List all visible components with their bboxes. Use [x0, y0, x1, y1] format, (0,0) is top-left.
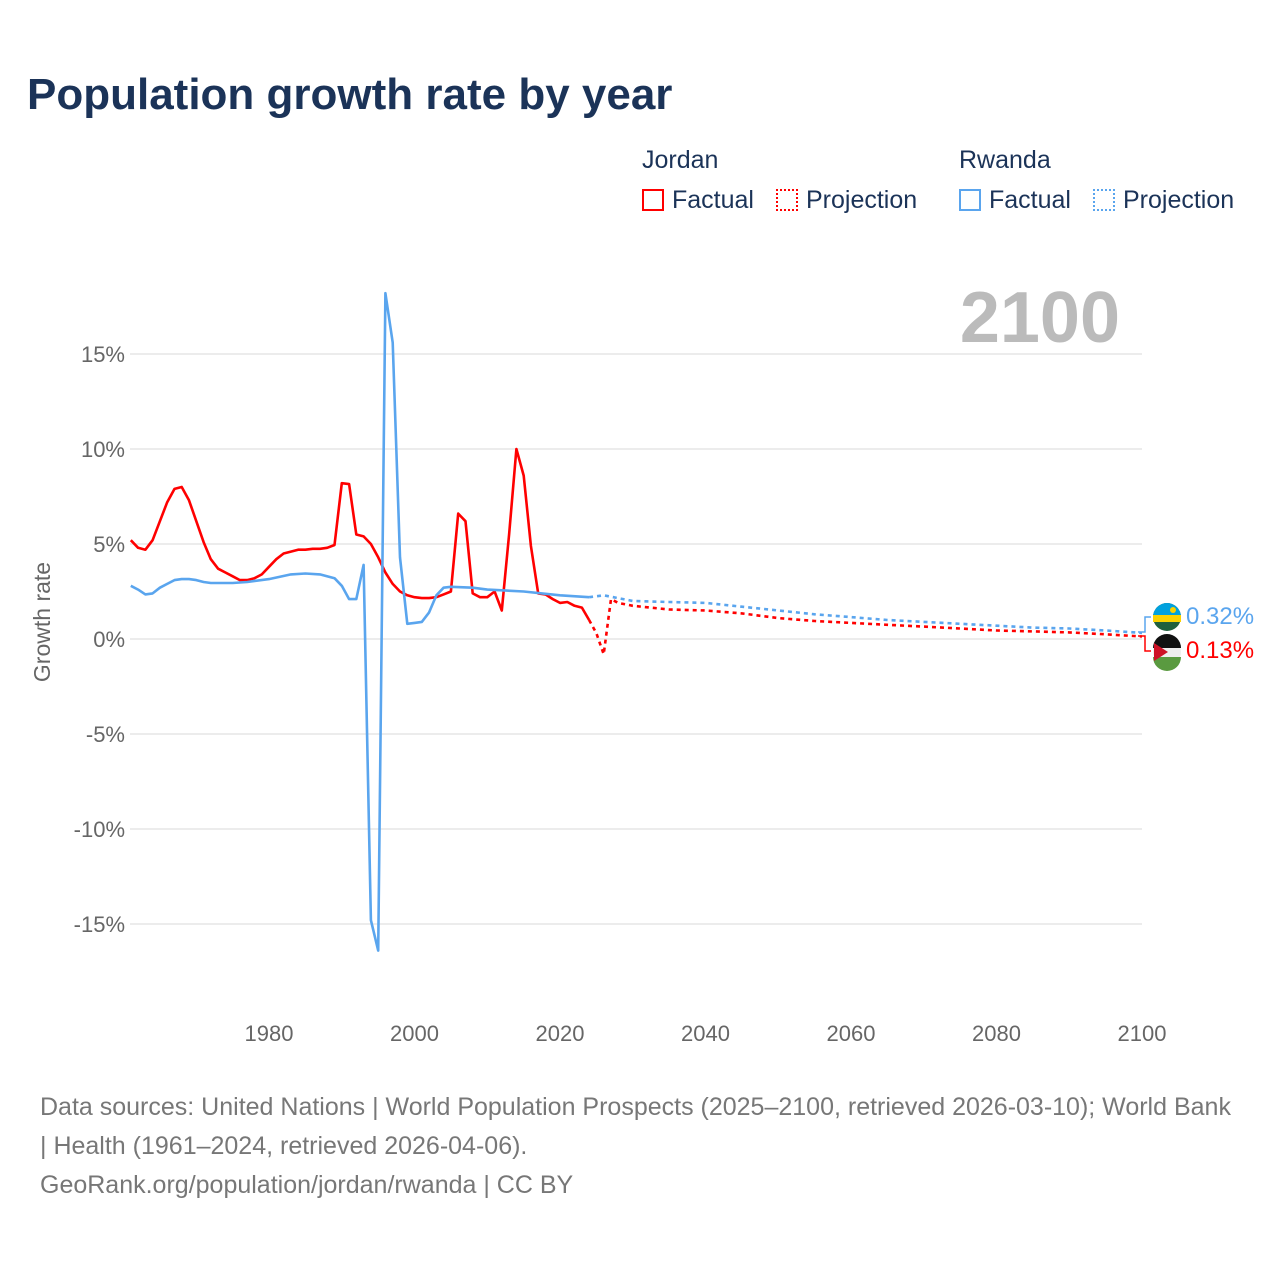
end-value-label-rwanda: 0.32% — [1186, 603, 1254, 630]
legend-group-rwanda: Rwanda — [959, 146, 1051, 174]
footer: Data sources: United Nations | World Pop… — [40, 1088, 1240, 1205]
jordan-flag-red — [1154, 643, 1168, 661]
rwanda-flag-sun — [1170, 607, 1176, 613]
line-chart: 15% 10% 5% 0% -5% -10% -15% 1980 2000 2020 2040 206… — [29, 278, 1254, 1046]
label-connector — [1138, 616, 1151, 633]
x-tick-label: 2020 — [536, 1021, 585, 1046]
end-value-label-jordan: 0.13% — [1186, 637, 1254, 664]
y-tick-label: -10% — [74, 817, 125, 842]
legend-group-jordan: Jordan — [642, 146, 719, 174]
series-line-rwanda-projection — [588, 594, 1143, 635]
x-tick-label: 2000 — [390, 1021, 439, 1046]
y-axis-label: Growth rate — [29, 562, 55, 682]
y-tick-label: 0% — [93, 627, 125, 652]
series-line-jordan-projection — [587, 597, 1143, 656]
current-year-label: 2100 — [960, 278, 1120, 358]
legend-jordan-factual[interactable]: Factual — [642, 186, 754, 215]
label-connector — [1138, 635, 1151, 652]
y-tick-label: 10% — [81, 437, 125, 462]
legend-label: Projection — [1123, 186, 1235, 214]
rwanda-flag-yellow — [1153, 615, 1181, 622]
legend-swatch-solid — [642, 189, 664, 211]
rwanda-flag-blue — [1153, 603, 1181, 617]
y-tick-label: -15% — [74, 912, 125, 937]
x-tick-label: 2040 — [681, 1021, 730, 1046]
legend-jordan-projection[interactable]: Projection — [776, 186, 917, 215]
jordan-flag-green — [1153, 657, 1181, 671]
legend-swatch-dotted — [776, 189, 798, 211]
legend-label: Factual — [989, 186, 1071, 214]
data-sources: Data sources: United Nations | World Pop… — [40, 1093, 1231, 1160]
chart-title: Population growth rate by year — [27, 70, 673, 119]
legend-rwanda-factual[interactable]: Factual — [959, 186, 1071, 215]
x-tick-label: 2060 — [827, 1021, 876, 1046]
series-line-jordan-factual — [129, 447, 591, 621]
legend-label: Factual — [672, 186, 754, 214]
legend-rwanda-projection[interactable]: Projection — [1093, 186, 1234, 215]
x-tick-label: 2080 — [972, 1021, 1021, 1046]
attribution-link[interactable]: GeoRank.org/population/jordan/rwanda | C… — [40, 1171, 574, 1199]
x-tick-label: 2100 — [1118, 1021, 1167, 1046]
series-line-rwanda-factual — [130, 291, 590, 952]
legend-swatch-solid — [959, 189, 981, 211]
jordan-flag-black — [1153, 634, 1181, 648]
y-tick-label: -5% — [86, 722, 125, 747]
legend-label: Projection — [806, 186, 918, 214]
y-tick-label: 15% — [81, 342, 125, 367]
y-tick-label: 5% — [93, 532, 125, 557]
legend-swatch-dotted — [1093, 189, 1115, 211]
x-tick-label: 1980 — [245, 1021, 294, 1046]
